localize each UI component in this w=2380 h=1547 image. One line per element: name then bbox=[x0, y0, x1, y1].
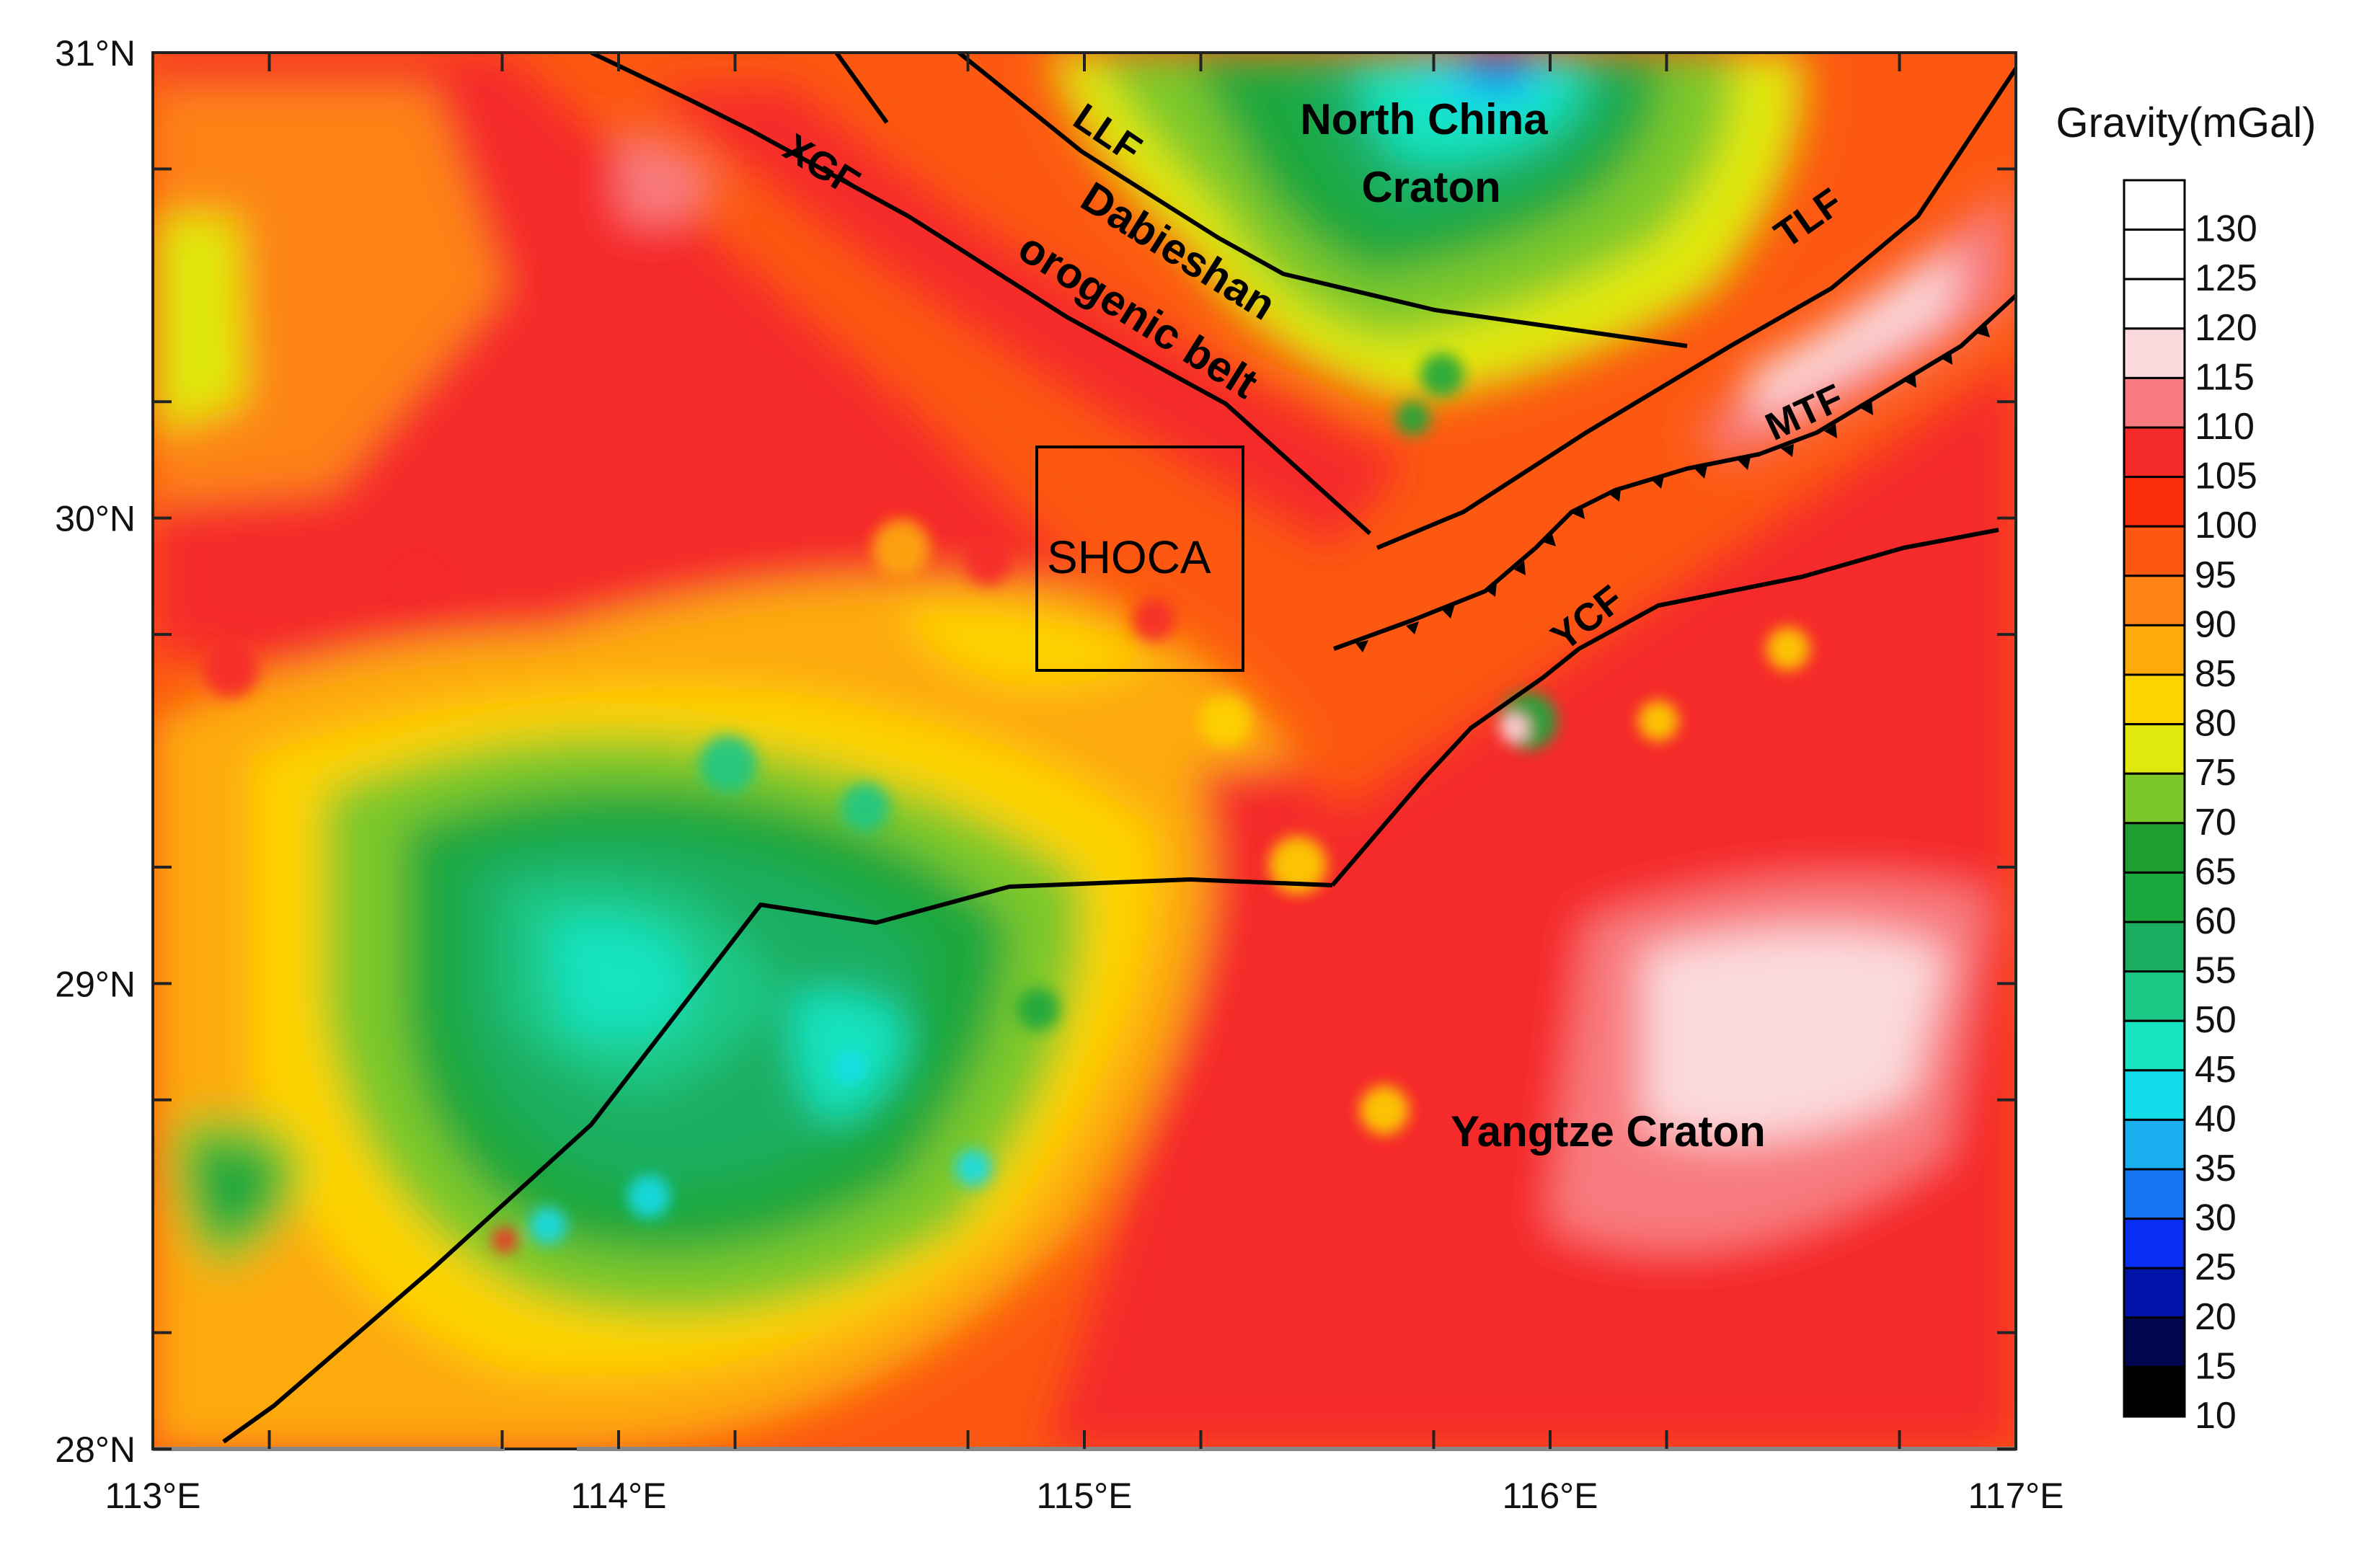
colorbar-cell bbox=[2123, 970, 2186, 1022]
colorbar-title: Gravity(mGal) bbox=[2056, 99, 2317, 146]
colorbar-cell bbox=[2123, 921, 2186, 973]
fault-lines bbox=[222, 53, 2016, 1444]
colorbar-label: 105 bbox=[2195, 456, 2257, 497]
label-shoca: SHOCA bbox=[1047, 531, 1211, 583]
colorbar-label: 35 bbox=[2195, 1148, 2237, 1189]
fault-sw-boundary bbox=[222, 877, 1333, 1444]
colorbar-cell bbox=[2123, 1069, 2186, 1121]
x-tick-label: 117°E bbox=[1968, 1476, 2063, 1516]
mtf-thrust-teeth bbox=[1355, 323, 1990, 652]
fault-ycf bbox=[1330, 528, 1999, 887]
colorbar-label: 80 bbox=[2195, 703, 2237, 745]
colorbar-cell bbox=[2123, 278, 2186, 330]
colorbar-label: 70 bbox=[2195, 802, 2237, 843]
colorbar-label: 60 bbox=[2195, 900, 2237, 942]
colorbar-cell bbox=[2123, 1365, 2186, 1418]
colorbar-label: 125 bbox=[2195, 257, 2257, 299]
x-tick-label: 115°E bbox=[1036, 1476, 1132, 1516]
x-tick-label: 113°E bbox=[105, 1476, 200, 1516]
colorbar-cell bbox=[2123, 575, 2186, 626]
colorbar-cell bbox=[2123, 1218, 2186, 1269]
colorbar-cell bbox=[2123, 327, 2186, 379]
colorbar-label: 55 bbox=[2195, 950, 2237, 992]
fault-llf bbox=[957, 53, 1688, 348]
label-craton: Craton bbox=[1361, 163, 1500, 211]
colorbar-cell bbox=[2123, 426, 2186, 479]
colorbar-label: 110 bbox=[2195, 406, 2255, 448]
colorbar-cell bbox=[2123, 1316, 2186, 1368]
y-axis: 31°N 30°N 29°N 28°N bbox=[55, 33, 2016, 1470]
y-tick-label: 28°N bbox=[55, 1429, 136, 1470]
colorbar-cell bbox=[2123, 822, 2186, 874]
colorbar-label: 45 bbox=[2195, 1049, 2237, 1091]
colorbar-cell bbox=[2123, 772, 2186, 825]
colorbar-cell bbox=[2123, 1168, 2186, 1220]
colorbar-label: 100 bbox=[2195, 505, 2257, 546]
colorbar-cell bbox=[2123, 1019, 2186, 1072]
colorbar-label: 20 bbox=[2195, 1296, 2237, 1338]
colorbar-cell bbox=[2123, 673, 2186, 726]
colorbar-cell bbox=[2123, 871, 2186, 923]
colorbar-label: 75 bbox=[2195, 752, 2237, 794]
colorbar-cell bbox=[2123, 476, 2186, 528]
x-axis: 113°E 114°E 115°E 116°E 117°E bbox=[105, 53, 2064, 1516]
colorbar-label: 30 bbox=[2195, 1197, 2237, 1239]
colorbar-cells bbox=[2123, 179, 2186, 1418]
y-tick-label: 31°N bbox=[55, 33, 136, 74]
label-yangtze-craton: Yangtze Craton bbox=[1451, 1107, 1766, 1156]
colorbar-label: 15 bbox=[2195, 1345, 2237, 1387]
colorbar-cell bbox=[2123, 525, 2186, 577]
colorbar-cell bbox=[2123, 376, 2186, 429]
y-tick-label: 29°N bbox=[55, 964, 136, 1004]
gravity-field: North China Craton Dabieshan orogenic be… bbox=[153, 53, 2016, 1449]
colorbar-label: 10 bbox=[2195, 1395, 2237, 1437]
x-tick-label: 116°E bbox=[1502, 1476, 1598, 1516]
colorbar: Gravity(mGal) 130 125 120 115 110 105 100 95 90 8… bbox=[2056, 99, 2317, 1437]
colorbar-label: 50 bbox=[2195, 999, 2237, 1041]
colorbar-cell bbox=[2123, 179, 2186, 231]
colorbar-label: 90 bbox=[2195, 603, 2237, 645]
y-tick-label: 30°N bbox=[55, 499, 136, 539]
colorbar-labels: 130 125 120 115 110 105 100 95 90 85 80 75 70 65 60 55 5… bbox=[2195, 208, 2257, 1437]
fault-xgf bbox=[590, 53, 1372, 536]
colorbar-label: 40 bbox=[2195, 1098, 2237, 1140]
colorbar-label: 85 bbox=[2195, 653, 2237, 695]
colorbar-cell bbox=[2123, 624, 2186, 676]
colorbar-cell bbox=[2123, 1267, 2186, 1319]
colorbar-cell bbox=[2123, 229, 2186, 280]
fault-small bbox=[834, 53, 889, 124]
fault-tlf bbox=[1376, 67, 2016, 550]
colorbar-label: 130 bbox=[2195, 208, 2257, 250]
colorbar-label: 65 bbox=[2195, 851, 2237, 892]
shoca-box bbox=[1035, 446, 1244, 672]
label-north-china: North China bbox=[1300, 95, 1548, 143]
colorbar-label: 95 bbox=[2195, 554, 2237, 596]
colorbar-label: 120 bbox=[2195, 307, 2257, 349]
colorbar-cell bbox=[2123, 723, 2186, 775]
colorbar-cell bbox=[2123, 1118, 2186, 1171]
colorbar-label: 115 bbox=[2195, 356, 2255, 398]
x-tick-label: 114°E bbox=[570, 1476, 666, 1516]
colorbar-label: 25 bbox=[2195, 1246, 2237, 1288]
